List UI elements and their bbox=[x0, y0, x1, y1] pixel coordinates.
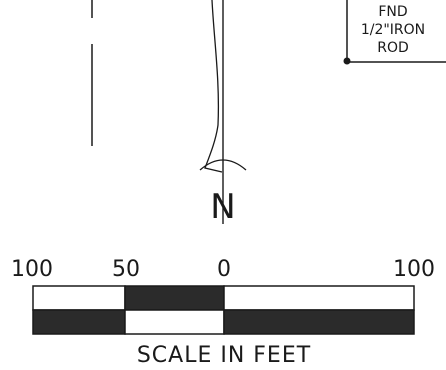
scale-caption: SCALE IN FEET bbox=[137, 343, 311, 366]
scale-tick-label-3: 0 bbox=[217, 257, 231, 282]
north-letter: N bbox=[210, 187, 235, 227]
monument-label-line-1: FND bbox=[378, 4, 407, 20]
scale-segment-top-1 bbox=[33, 286, 125, 310]
monument-label-line-3: ROD bbox=[377, 40, 409, 56]
north-arrow-icon: N bbox=[200, 0, 246, 227]
scale-tick-label-1: 100 bbox=[11, 257, 53, 282]
scale-segment-top-2 bbox=[125, 286, 224, 310]
scale-segment-bottom-1 bbox=[33, 310, 125, 334]
scale-segment-bottom-2 bbox=[125, 310, 224, 334]
iron-rod-monument-icon bbox=[344, 58, 351, 65]
scale-bar: 100 50 0 100 SCALE IN FEET bbox=[11, 257, 435, 366]
scale-segment-top-3 bbox=[224, 286, 414, 310]
monument-label-line-2: 1/2"IRON bbox=[361, 22, 425, 38]
scale-segment-bottom-3 bbox=[224, 310, 414, 334]
monument-label: FND 1/2"IRON ROD bbox=[361, 4, 425, 56]
scale-tick-label-4: 100 bbox=[393, 257, 435, 282]
scale-tick-label-2: 50 bbox=[112, 257, 140, 282]
